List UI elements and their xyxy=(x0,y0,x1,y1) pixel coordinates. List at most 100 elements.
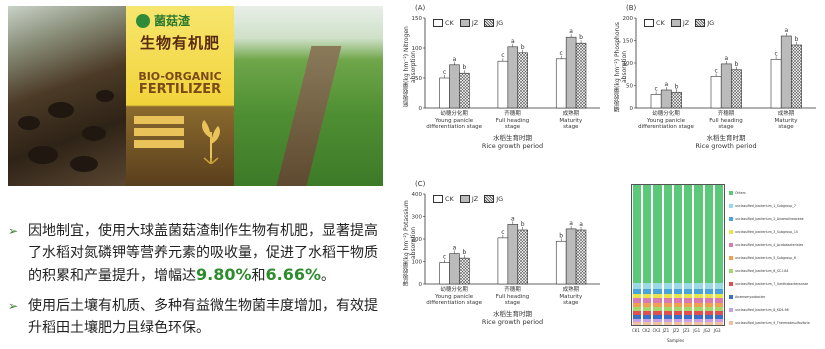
stack-segment xyxy=(633,283,642,289)
bullet-item: ➢ 使用后土壤有机质、多种有益微生物菌丰度增加，有效提升稻田土壤肥力且绿色环保。 xyxy=(8,295,388,339)
significance-letter: b xyxy=(735,61,739,68)
stack-segment xyxy=(663,315,672,320)
stack-segment xyxy=(684,322,693,325)
stack-legend-swatch xyxy=(729,294,733,299)
bar-jz xyxy=(449,253,460,285)
stack-segment xyxy=(633,298,642,303)
stack-legend-label: unclassified_bacterium_9_Thermodesulfovi… xyxy=(735,320,810,325)
bar-jz xyxy=(565,36,577,109)
bar-ck xyxy=(439,77,450,109)
significance-letter: c xyxy=(714,68,717,75)
x-axis-title: 水稻生育时期 Rice growth period xyxy=(425,134,600,150)
stack-segment xyxy=(673,306,683,311)
legend-item: CK xyxy=(433,19,454,27)
x-tick-line: stage xyxy=(778,124,794,130)
significance-letter: a xyxy=(511,38,515,45)
y-tick-label: 200 xyxy=(623,16,634,22)
stack-segment xyxy=(673,322,683,325)
stack-legend-item: unclassified_bacterium_5_Subgroup_6 xyxy=(729,251,821,264)
stack-segment xyxy=(684,310,693,316)
stack-segment xyxy=(694,319,703,323)
x-tick-line: differentiation stage xyxy=(426,124,483,130)
y-tick-label: 0 xyxy=(419,106,423,112)
x-tick-line: 幼穗分化期 xyxy=(652,111,680,117)
stack-x-tick: JZ2 xyxy=(672,328,680,333)
significance-letter: b xyxy=(579,34,583,41)
x-axis-title-en: Rice growth period xyxy=(481,142,544,150)
stack-segment xyxy=(663,298,672,303)
bar-ck xyxy=(497,237,509,285)
stack-segment xyxy=(714,315,723,320)
stack-x-tick: CK1 xyxy=(632,328,640,333)
significance-letter: a xyxy=(569,220,573,227)
legend-swatch xyxy=(644,19,654,27)
bullet-item: ➢ 因地制宜，使用大球盖菌菇渣制作生物有机肥，显著提高了水稻对氮磷钾等营养元素的… xyxy=(8,220,388,287)
stack-legend-swatch xyxy=(729,255,733,260)
stack-column xyxy=(673,185,683,325)
stack-segment xyxy=(663,294,672,299)
bar-ck xyxy=(497,60,509,109)
field-ditch xyxy=(276,46,342,186)
stack-x-tick: JG2 xyxy=(703,328,711,333)
stack-legend-item: unclassified_bacterium_8_KD4-96 xyxy=(729,303,821,316)
stack-segment xyxy=(643,310,652,316)
bar-jg xyxy=(575,42,587,109)
panel-label: (C) xyxy=(415,180,426,188)
legend-swatch xyxy=(433,195,443,203)
stack-segment xyxy=(673,185,683,283)
stack-segment xyxy=(673,283,683,289)
significance-letter: b xyxy=(462,64,466,71)
stack-x-tick: CK3 xyxy=(652,328,661,333)
stack-legend-swatch xyxy=(729,307,733,312)
stack-legend-label: unclassified_bacterium_1_Subgroup_7 xyxy=(735,203,796,208)
stack-segment xyxy=(714,310,723,316)
significance-letter: b xyxy=(462,249,466,256)
stack-segment xyxy=(643,302,652,307)
stack-legend-item: unclassified_bacterium_3_Subgroup_10 xyxy=(729,225,821,238)
significance-letter: b xyxy=(795,36,799,43)
legend-label: CK xyxy=(445,19,454,27)
stack-segment xyxy=(633,322,642,325)
stack-segment xyxy=(663,288,672,295)
bag-info-bar xyxy=(134,116,184,124)
bar-jg xyxy=(459,257,470,285)
bar-jg xyxy=(517,229,528,285)
stack-segment xyxy=(714,322,723,325)
stack-segment xyxy=(643,298,652,303)
stack-segment xyxy=(663,283,672,289)
x-tick-label: 幼穗分化期 Young panicle differentiation stage xyxy=(425,111,483,131)
stack-segment xyxy=(633,306,642,311)
x-tick-line: 成熟期 xyxy=(562,111,580,117)
legend-item: JZ xyxy=(459,19,479,27)
stack-segment xyxy=(643,315,652,320)
significance-letter: a xyxy=(511,215,515,222)
highlight-value: 6.66% xyxy=(265,265,322,284)
stack-segment xyxy=(714,283,723,289)
stack-segment xyxy=(684,185,693,283)
stack-legend: Others unclassified_bacterium_1_Subgroup_… xyxy=(729,186,821,329)
bar-ck xyxy=(555,240,567,285)
stack-legend-item: unclassified_bacterium_4_Acidobacteriale… xyxy=(729,238,821,251)
x-tick-line: 成熟期 xyxy=(777,111,795,117)
bar-jg xyxy=(791,44,802,109)
legend-label: JZ xyxy=(471,19,479,27)
stack-legend-label: unclassified_bacterium_4_Acidobacteriale… xyxy=(735,242,804,247)
significance-letter: c xyxy=(654,86,657,93)
x-tick-label: 幼穗分化期 Young panicle differentiation stage xyxy=(636,111,696,131)
significance-letter: c xyxy=(501,229,504,236)
stack-legend-label: unclassified_bacterium_8_KD4-96 xyxy=(735,307,789,312)
bag-info-bar xyxy=(134,128,184,136)
bag-title-en-2: FERTILIZER xyxy=(138,82,222,97)
significance-letter: b xyxy=(559,232,563,239)
x-axis-title-cn: 水稻生育时期 xyxy=(493,310,532,318)
y-tick-label: 150 xyxy=(623,39,634,45)
x-tick-line: 齐穗期 xyxy=(504,111,521,117)
stack-segment xyxy=(643,306,652,311)
bar-jg xyxy=(671,91,682,109)
stack-segment xyxy=(663,306,672,311)
x-tick-label: 齐穗期 Full heading stage xyxy=(483,287,541,307)
legend: CK JZ JG xyxy=(433,195,503,203)
stack-legend-swatch xyxy=(729,216,733,221)
significance-letter: c xyxy=(560,50,563,57)
